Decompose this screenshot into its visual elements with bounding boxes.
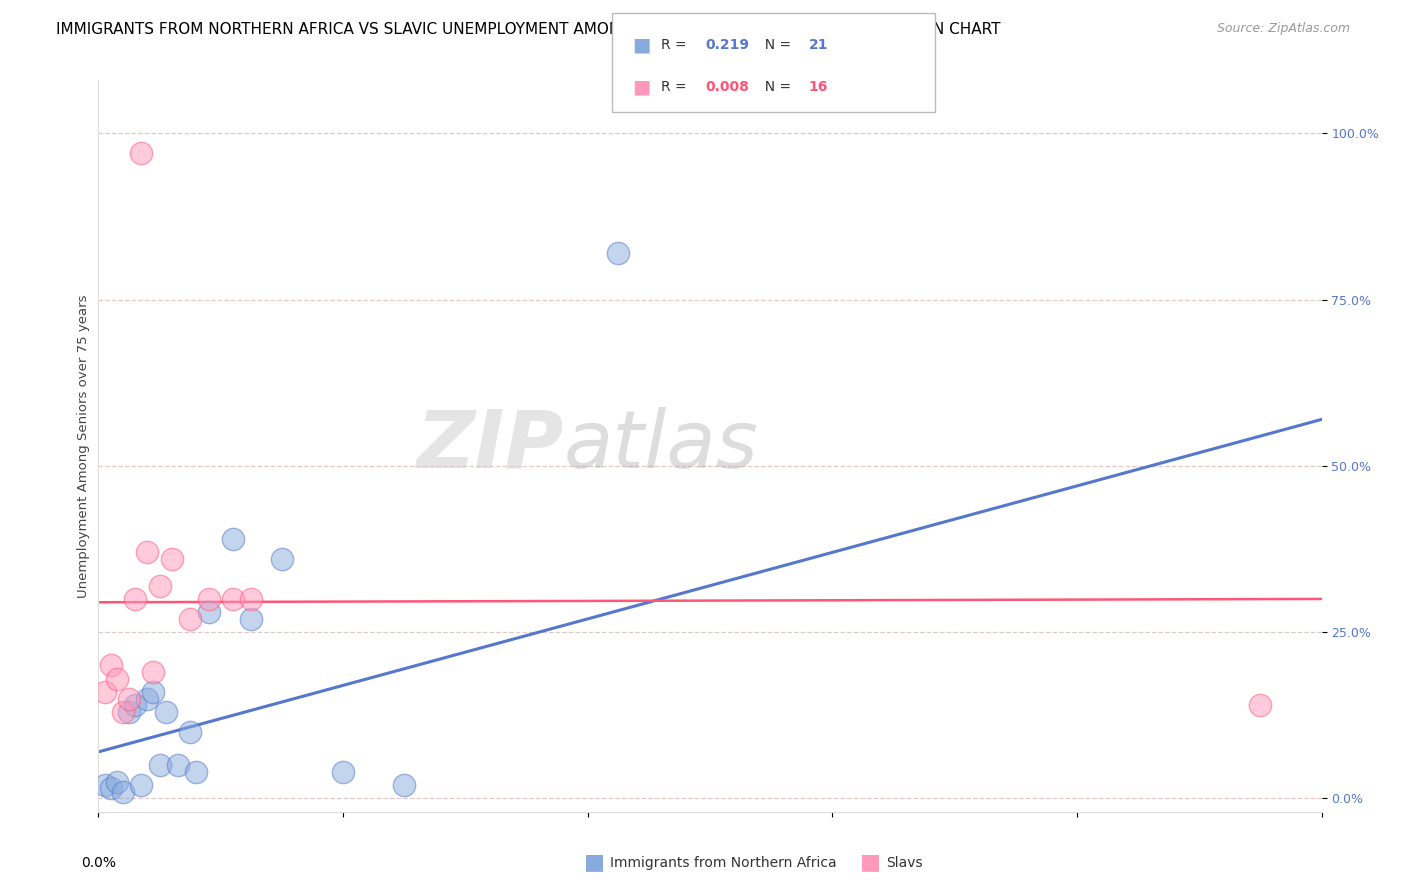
- Text: N =: N =: [756, 37, 796, 52]
- Point: [136, 691, 159, 706]
- Point: [105, 672, 128, 686]
- Text: Source: ZipAtlas.com: Source: ZipAtlas.com: [1216, 22, 1350, 36]
- Point: [270, 552, 292, 566]
- Text: Immigrants from Northern Africa: Immigrants from Northern Africa: [610, 855, 837, 870]
- Point: [124, 698, 146, 713]
- Point: [197, 605, 219, 619]
- Point: [93, 685, 115, 699]
- Point: [332, 764, 354, 779]
- Point: [186, 764, 208, 779]
- Point: [100, 658, 122, 673]
- Text: 16: 16: [808, 80, 828, 95]
- Point: [118, 691, 141, 706]
- Text: 0.0%: 0.0%: [82, 855, 115, 870]
- Text: R =: R =: [661, 80, 690, 95]
- Text: N =: N =: [756, 80, 796, 95]
- Text: ■: ■: [860, 853, 882, 872]
- Point: [105, 774, 128, 789]
- Point: [129, 778, 152, 792]
- Point: [111, 785, 134, 799]
- Point: [160, 552, 183, 566]
- Text: atlas: atlas: [564, 407, 758, 485]
- Text: ■: ■: [633, 35, 651, 54]
- Point: [197, 591, 219, 606]
- Point: [129, 146, 152, 161]
- Point: [392, 778, 416, 792]
- Point: [222, 591, 245, 606]
- Point: [607, 246, 630, 260]
- Point: [179, 612, 201, 626]
- Text: IMMIGRANTS FROM NORTHERN AFRICA VS SLAVIC UNEMPLOYMENT AMONG SENIORS OVER 75 YEA: IMMIGRANTS FROM NORTHERN AFRICA VS SLAVI…: [56, 22, 1001, 37]
- Point: [149, 579, 172, 593]
- Point: [155, 705, 177, 719]
- Point: [111, 705, 134, 719]
- Point: [1249, 698, 1271, 713]
- Point: [240, 612, 263, 626]
- Point: [240, 591, 263, 606]
- Point: [167, 758, 190, 772]
- Text: Slavs: Slavs: [886, 855, 922, 870]
- Text: 0.219: 0.219: [706, 37, 749, 52]
- Text: 21: 21: [808, 37, 828, 52]
- Text: ■: ■: [633, 78, 651, 97]
- Text: R =: R =: [661, 37, 690, 52]
- Text: 0.008: 0.008: [706, 80, 749, 95]
- Point: [136, 545, 159, 559]
- Point: [179, 725, 201, 739]
- Point: [124, 591, 146, 606]
- Point: [149, 758, 172, 772]
- Point: [222, 532, 245, 546]
- Point: [142, 665, 165, 679]
- Text: ■: ■: [583, 853, 605, 872]
- Y-axis label: Unemployment Among Seniors over 75 years: Unemployment Among Seniors over 75 years: [77, 294, 90, 598]
- Point: [93, 778, 115, 792]
- Point: [142, 685, 165, 699]
- Point: [118, 705, 141, 719]
- Text: ZIP: ZIP: [416, 407, 564, 485]
- Point: [100, 781, 122, 796]
